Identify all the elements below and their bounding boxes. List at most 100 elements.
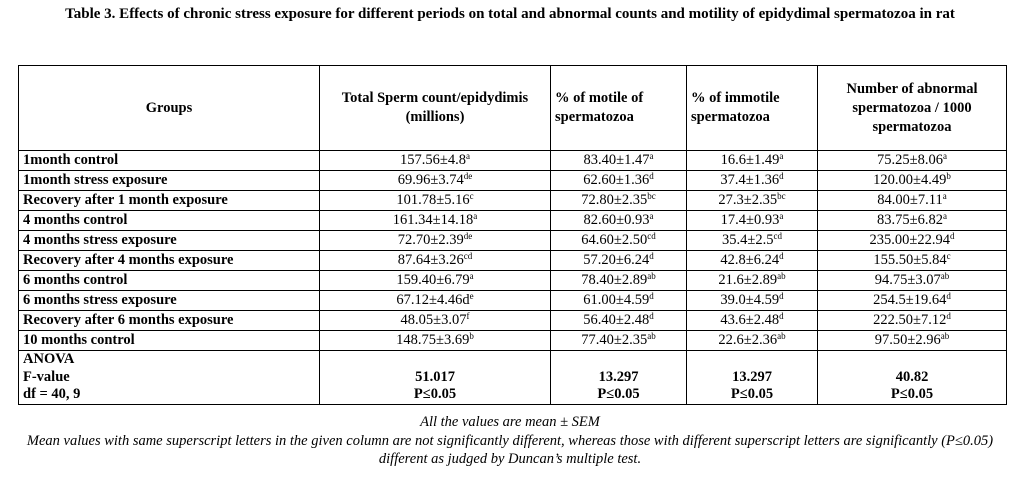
value-cell: 83.40±1.47a [550, 150, 687, 171]
table-row: 4 months stress exposure 72.70±2.39de 64.6… [18, 230, 1007, 251]
superscript: d [946, 291, 951, 301]
value: 77.40±2.35 [581, 332, 648, 348]
value: 157.56±4.8 [400, 152, 466, 168]
header-groups: Groups [18, 65, 320, 151]
superscript: d [649, 171, 654, 181]
anova-cell: 40.82 P≤0.05 [817, 350, 1007, 405]
value: 75.25±8.06 [877, 152, 943, 168]
value: 72.70±2.39 [397, 232, 464, 248]
value: 62.60±1.36 [583, 172, 650, 188]
superscript: ab [940, 331, 950, 341]
group-name: 4 months stress exposure [18, 230, 320, 251]
value-cell: 72.70±2.39de [319, 230, 551, 251]
note-mean-sem: All the values are mean ± SEM [420, 414, 600, 430]
superscript: d [779, 251, 784, 261]
superscript: d [949, 231, 955, 241]
value-cell: 78.40±2.89ab [550, 270, 687, 291]
superscript: ab [647, 271, 656, 281]
anova-label: ANOVA [23, 351, 75, 367]
superscript: a [473, 211, 478, 221]
table-row: 4 months control 161.34±14.18a 82.60±0.93a… [18, 210, 1007, 231]
value-cell: 159.40±6.79a [319, 270, 551, 291]
value-cell: 83.75±6.82a [817, 210, 1007, 231]
anova-row: ANOVA F-value df = 40, 9 51.017 P≤0.05 13.2… [18, 350, 1007, 405]
value-cell: 17.4±0.93a [686, 210, 818, 231]
superscript: c [946, 251, 951, 261]
value: 159.40±6.79 [396, 272, 470, 288]
value: 17.4±0.93 [720, 212, 780, 228]
value: 22.6±2.36 [718, 332, 778, 348]
value: 97.50±2.96 [874, 332, 941, 348]
superscript: a [942, 191, 947, 201]
superscript: b [469, 331, 474, 341]
group-name: 6 months control [18, 270, 320, 291]
results-table: Groups Total Sperm count/epidydimis (mil… [18, 65, 1007, 405]
superscript: ab [940, 271, 950, 281]
group-name: 6 months stress exposure [18, 290, 320, 311]
group-name: Recovery after 6 months exposure [18, 310, 320, 331]
value-cell: 97.50±2.96ab [817, 330, 1007, 351]
superscript: ab [647, 331, 656, 341]
value-cell: 27.3±2.35bc [686, 190, 818, 211]
value-cell: 254.5±19.64d [817, 290, 1007, 311]
superscript: bc [647, 191, 656, 201]
value: 27.3±2.35 [718, 192, 778, 208]
df-label: df = 40, 9 [23, 386, 81, 402]
value: 56.40±2.48 [583, 312, 650, 328]
value-cell: 35.4±2.5cd [686, 230, 818, 251]
value: 84.00±7.11 [877, 192, 943, 208]
value: 48.05±3.07 [400, 312, 467, 328]
value: 35.4±2.5 [722, 232, 774, 248]
value-cell: 235.00±22.94d [817, 230, 1007, 251]
value: 39.0±4.59 [720, 292, 780, 308]
superscript: e [469, 291, 474, 301]
value: 61.00±4.59 [583, 292, 650, 308]
header-motile: % of motile of spermatozoa [550, 65, 687, 151]
anova-cell: 13.297 P≤0.05 [686, 350, 818, 405]
value: 72.80±2.35 [581, 192, 648, 208]
value: 101.78±5.16 [396, 192, 470, 208]
value-cell: 67.12±4.46de [319, 290, 551, 311]
value: 57.20±6.24 [583, 252, 650, 268]
value: 64.60±2.50 [581, 232, 648, 248]
value: 94.75±3.07 [874, 272, 941, 288]
table-row: 10 months control 148.75±3.69b 77.40±2.35a… [18, 330, 1007, 351]
value: 82.60±0.93 [583, 212, 650, 228]
anova-labels: ANOVA F-value df = 40, 9 [18, 350, 320, 405]
table-title: Table 3. Effects of chronic stress expos… [65, 6, 955, 22]
value-cell: 62.60±1.36d [550, 170, 687, 191]
superscript: d [649, 311, 654, 321]
superscript: a [465, 151, 470, 161]
superscript: cd [463, 251, 473, 261]
value: 37.4±1.36 [720, 172, 780, 188]
group-name: Recovery after 1 month exposure [18, 190, 320, 211]
header-abnormal: Number of abnormal spermatozoa / 1000 sp… [817, 65, 1007, 151]
value-cell: 222.50±7.12d [817, 310, 1007, 331]
value-cell: 69.96±3.74de [319, 170, 551, 191]
value-cell: 94.75±3.07ab [817, 270, 1007, 291]
superscript: d [946, 311, 951, 321]
value: 120.00±4.49 [873, 172, 947, 188]
table-row: Recovery after 1 month exposure 101.78±5.… [18, 190, 1007, 211]
value: 67.12±4.46d [396, 292, 470, 308]
value-cell: 16.6±1.49a [686, 150, 818, 171]
table-row: 1month control 157.56±4.8a 83.40±1.47a 16.6… [18, 150, 1007, 171]
group-name: Recovery after 4 months exposure [18, 250, 320, 271]
value-cell: 43.6±2.48d [686, 310, 818, 331]
table-row: Recovery after 4 months exposure 87.64±3.… [18, 250, 1007, 271]
value-cell: 39.0±4.59d [686, 290, 818, 311]
group-name: 1month control [18, 150, 320, 171]
value-cell: 61.00±4.59d [550, 290, 687, 311]
value-cell: 75.25±8.06a [817, 150, 1007, 171]
superscript: b [946, 171, 951, 181]
superscript: a [649, 151, 654, 161]
value: 148.75±3.69 [396, 332, 470, 348]
superscript: a [779, 211, 784, 221]
superscript: a [942, 151, 947, 161]
value: 43.6±2.48 [720, 312, 780, 328]
value-cell: 120.00±4.49b [817, 170, 1007, 191]
value: 254.5±19.64 [873, 292, 947, 308]
superscript: cd [773, 231, 782, 241]
value-cell: 22.6±2.36ab [686, 330, 818, 351]
table-row: 1month stress exposure 69.96±3.74de 62.60±… [18, 170, 1007, 191]
